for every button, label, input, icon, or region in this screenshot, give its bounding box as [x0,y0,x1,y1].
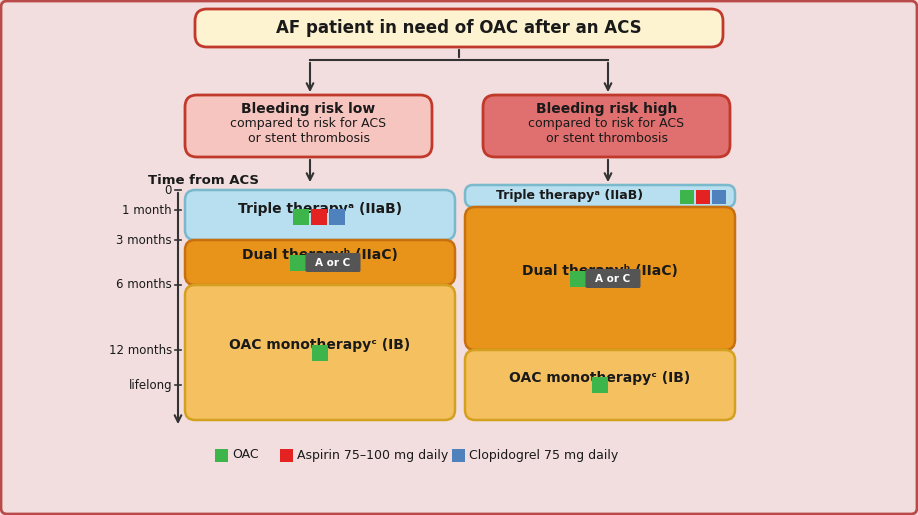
FancyBboxPatch shape [195,9,723,47]
FancyBboxPatch shape [586,269,641,288]
FancyBboxPatch shape [185,285,455,420]
Text: lifelong: lifelong [129,379,172,391]
Text: 0: 0 [164,183,172,197]
Bar [592,377,608,393]
Bar [312,345,328,360]
Text: AF patient in need of OAC after an ACS: AF patient in need of OAC after an ACS [276,19,642,37]
Text: Time from ACS: Time from ACS [148,174,259,186]
Bar [280,449,293,461]
Text: OAC: OAC [232,449,259,461]
Text: A or C: A or C [316,258,351,267]
Bar [696,190,710,204]
Bar [712,190,726,204]
Text: compared to risk for ACS: compared to risk for ACS [529,117,685,130]
Text: OAC monotherapyᶜ (IB): OAC monotherapyᶜ (IB) [230,338,410,352]
Text: Bleeding risk low: Bleeding risk low [241,102,375,116]
Bar [329,209,345,225]
FancyBboxPatch shape [483,95,730,157]
Text: Aspirin 75–100 mg daily: Aspirin 75–100 mg daily [297,449,448,461]
Text: Triple therapyᵃ (IIaB): Triple therapyᵃ (IIaB) [238,202,402,216]
Bar [293,209,309,225]
Text: Clopidogrel 75 mg daily: Clopidogrel 75 mg daily [469,449,618,461]
Text: or stent thrombosis: or stent thrombosis [248,132,370,146]
FancyBboxPatch shape [185,190,455,240]
FancyBboxPatch shape [465,207,735,350]
Text: or stent thrombosis: or stent thrombosis [545,132,667,146]
Text: Dual therapyᵇ (IIaC): Dual therapyᵇ (IIaC) [242,249,397,263]
Bar [680,190,694,204]
Text: 6 months: 6 months [117,279,172,291]
FancyBboxPatch shape [465,350,735,420]
Bar [570,270,586,286]
Text: compared to risk for ACS: compared to risk for ACS [230,117,386,130]
Text: A or C: A or C [596,273,631,283]
Bar [290,254,306,270]
Text: Triple therapyᵃ (IIaB): Triple therapyᵃ (IIaB) [497,190,644,202]
Text: 12 months: 12 months [108,344,172,356]
Text: Bleeding risk high: Bleeding risk high [536,102,677,116]
FancyBboxPatch shape [185,95,432,157]
FancyBboxPatch shape [306,253,361,272]
Bar [452,449,465,461]
FancyBboxPatch shape [185,240,455,285]
Text: 3 months: 3 months [117,233,172,247]
Text: 1 month: 1 month [122,203,172,216]
Text: Dual therapyᵇ (IIaC): Dual therapyᵇ (IIaC) [522,264,677,278]
Bar [215,449,228,461]
Bar [311,209,327,225]
Text: OAC monotherapyᶜ (IB): OAC monotherapyᶜ (IB) [509,371,690,385]
FancyBboxPatch shape [465,185,735,207]
